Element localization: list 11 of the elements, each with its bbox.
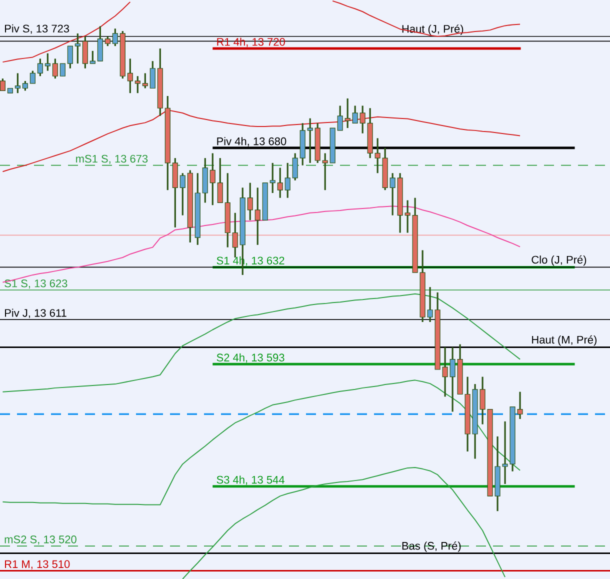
ref-line-label: Piv J, 13 611	[5, 308, 66, 318]
ref-line-label: S1 S, 13 623	[4, 279, 68, 289]
ref-line-label: S2 4h, 13 593	[216, 353, 284, 363]
ref-line-label: mS2 S, 13 520	[4, 536, 76, 545]
ref-line-label: mS1 S, 13 673	[76, 154, 148, 164]
ref-line-label: S3 4h, 13 544	[216, 476, 284, 485]
ref-line-label: Piv 4h, 13 680	[217, 137, 286, 146]
ref-line-label: Clo (J, Pré)	[532, 255, 586, 266]
ref-line-label: Haut (M, Pré)	[532, 335, 596, 346]
ref-line-label: Piv S, 13 723	[5, 24, 70, 34]
ref-line-label: R1 M, 13 510	[5, 560, 70, 570]
